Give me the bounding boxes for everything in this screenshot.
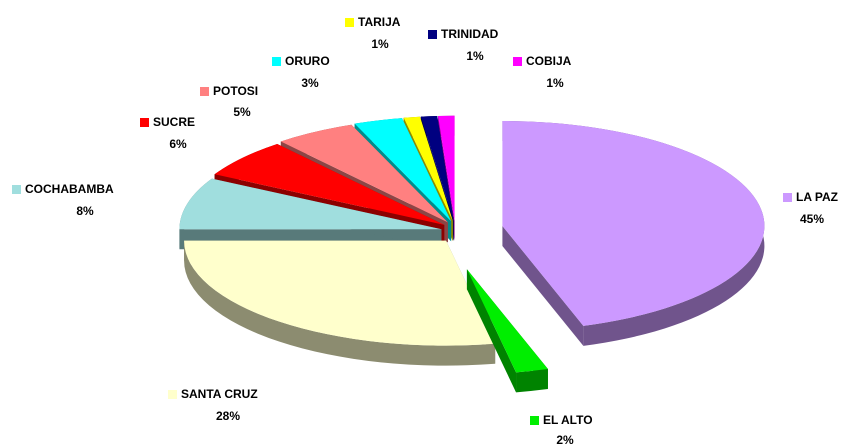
legend-swatch bbox=[168, 390, 177, 399]
slice-top bbox=[179, 178, 442, 230]
slice-top bbox=[466, 269, 548, 373]
slice-label: POTOSI bbox=[213, 84, 258, 98]
slice-value-label: 1% bbox=[546, 76, 564, 90]
slice-top bbox=[438, 115, 455, 221]
slice-label: ORURO bbox=[285, 54, 330, 68]
slice bbox=[184, 240, 496, 366]
slice-side bbox=[502, 225, 584, 346]
slice-label: TARIJA bbox=[358, 15, 401, 29]
slice-label: SANTA CRUZ bbox=[181, 387, 258, 401]
slice-value-label: 45% bbox=[800, 212, 824, 226]
slice bbox=[179, 178, 442, 250]
legend-swatch bbox=[345, 18, 354, 27]
slice-value-label: 1% bbox=[371, 37, 389, 51]
slice-top bbox=[354, 118, 452, 222]
slice-side bbox=[466, 269, 517, 393]
slice-label: SUCRE bbox=[153, 115, 195, 129]
legend-swatch bbox=[272, 57, 281, 66]
legend-swatch bbox=[530, 416, 539, 425]
slice-value-label: 3% bbox=[301, 76, 319, 90]
slice-top bbox=[403, 116, 453, 221]
slice-label: TRINIDAD bbox=[441, 27, 499, 41]
slice-top bbox=[280, 124, 448, 223]
slice-label: COCHABAMBA bbox=[25, 182, 114, 196]
slice-value-label: 28% bbox=[216, 409, 240, 423]
slice-value-label: 2% bbox=[556, 433, 574, 445]
slice bbox=[502, 120, 765, 346]
legend-swatch bbox=[200, 87, 209, 96]
slice-value-label: 1% bbox=[466, 49, 484, 63]
slice-value-label: 6% bbox=[169, 137, 187, 151]
slice-value-label: 8% bbox=[76, 204, 94, 218]
legend-swatch bbox=[428, 30, 437, 39]
slice-value-label: 5% bbox=[233, 105, 251, 119]
legend-swatch bbox=[12, 185, 21, 194]
slice-rim bbox=[516, 369, 548, 393]
slice-top bbox=[502, 120, 765, 326]
legend-swatch bbox=[783, 193, 792, 202]
slice-label: LA PAZ bbox=[796, 190, 838, 204]
slice-top bbox=[184, 240, 496, 346]
slice-top bbox=[420, 116, 454, 221]
legend-swatch bbox=[513, 57, 522, 66]
legend-swatch bbox=[140, 118, 149, 127]
slice-label: EL ALTO bbox=[543, 413, 593, 427]
slice-top bbox=[214, 143, 445, 225]
slice bbox=[466, 269, 548, 393]
slice-rim bbox=[184, 240, 496, 366]
slice-label: COBIJA bbox=[526, 54, 572, 68]
